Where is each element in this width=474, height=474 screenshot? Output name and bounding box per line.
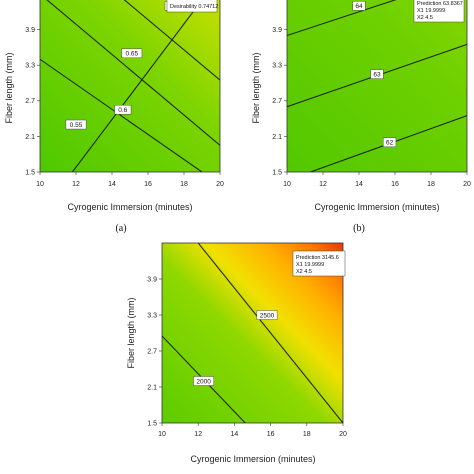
panel-a-contour-label: 0.55 bbox=[70, 122, 83, 129]
panel-b-y-tick-label: 3.3 bbox=[272, 63, 282, 70]
panel-a-x-ticks: 10 12 14 16 18 20 bbox=[36, 172, 224, 188]
panel-a-y-tick-label: 1.5 bbox=[25, 169, 35, 176]
panel-c: 2000 2500 Prediction 3145.6 X1 19.9999 X2… bbox=[126, 242, 347, 464]
panel-b-contour-label-bg bbox=[383, 137, 397, 148]
panel-c-ylabel: Fiber length (mm) bbox=[126, 297, 136, 368]
panel-b-contour-label-bg bbox=[370, 69, 384, 79]
panel-a-x-tick-label: 20 bbox=[216, 181, 224, 188]
panel-b-info-line-1: Prediction 63.8367 bbox=[417, 1, 463, 7]
panel-b-label: (b) bbox=[353, 223, 365, 234]
panel-b-contour-label: 63 bbox=[373, 71, 381, 78]
panel-c-contour-label: 2500 bbox=[260, 312, 275, 319]
panel-a-y-ticks: 1.5 2.1 2.7 3.3 3.9 bbox=[25, 27, 40, 176]
panel-b-y-tick-label: 2.7 bbox=[272, 98, 282, 105]
panel-a-plot-area bbox=[39, 0, 221, 173]
panel-b-info-box-bg bbox=[413, 0, 465, 23]
panel-a-x-tick-label: 14 bbox=[108, 181, 116, 188]
panel-a-ylabel: Fiber length (mm) bbox=[4, 52, 14, 123]
panel-b-contour-label: 62 bbox=[386, 140, 394, 147]
panel-c-x-tick-label: 16 bbox=[267, 431, 275, 438]
panel-c-info-box-bg bbox=[292, 250, 346, 277]
panel-c-contour-labels: 2000 2500 bbox=[193, 310, 278, 386]
panel-c-y-tick-label: 2.7 bbox=[147, 348, 157, 355]
panel-a-x-tick-label: 18 bbox=[180, 181, 188, 188]
panel-a-contour-label: 0.6 bbox=[118, 107, 127, 114]
panel-b-contour-label: 64 bbox=[355, 3, 363, 10]
panel-c-x-ticks: 10 12 14 16 18 20 bbox=[158, 423, 347, 438]
panel-c-y-tick-label: 3.9 bbox=[147, 276, 157, 283]
panel-b: 64 63 62 Prediction 63.8367 X1 19.9999 X2 … bbox=[251, 0, 471, 234]
panel-c-info-line-3: X2 4.5 bbox=[296, 269, 312, 275]
panel-c-xlabel: Cyrogenic Immersion (minutes) bbox=[190, 454, 315, 464]
panel-a-contour-line bbox=[46, 0, 220, 146]
panel-a-contour-label-bg bbox=[121, 48, 143, 59]
panel-a-y-tick-label: 3.3 bbox=[25, 63, 35, 70]
panel-b-info-box: Prediction 63.8367 X1 19.9999 X2 4.5 bbox=[413, 0, 465, 23]
panel-c-info-box: Prediction 3145.6 X1 19.9999 X2 4.5 bbox=[292, 250, 346, 277]
panel-b-y-tick-label: 3.9 bbox=[272, 27, 282, 34]
panel-a-contour-line bbox=[40, 58, 203, 172]
panel-c-contour-label-bg bbox=[256, 310, 278, 320]
panel-c-x-tick-label: 18 bbox=[303, 431, 311, 438]
panel-b-y-ticks: 1.5 2.1 2.7 3.3 3.9 bbox=[272, 27, 287, 176]
panel-b-x-tick-label: 10 bbox=[283, 181, 291, 188]
panel-c-y-tick-label: 3.3 bbox=[147, 312, 157, 319]
panel-b-ylabel: Fiber length (mm) bbox=[251, 52, 261, 123]
panel-a-contour-label: 0.65 bbox=[125, 51, 138, 58]
panel-a-x-tick-label: 10 bbox=[36, 181, 44, 188]
panel-b-contour-label-bg bbox=[352, 1, 366, 11]
panel-a-x-tick-label: 16 bbox=[144, 181, 152, 188]
panel-a-y-tick-label: 2.7 bbox=[25, 98, 35, 105]
panel-b-x-ticks: 10 12 14 16 18 20 bbox=[283, 172, 471, 188]
panel-c-x-tick-label: 12 bbox=[194, 431, 202, 438]
panel-c-x-tick-label: 14 bbox=[231, 431, 239, 438]
panel-b-x-tick-label: 18 bbox=[427, 181, 435, 188]
panel-c-contour-label-bg bbox=[193, 376, 214, 386]
panel-a-contour-line bbox=[123, 0, 220, 81]
panel-a-y-tick-label: 2.1 bbox=[25, 134, 35, 141]
panel-b-contour-labels: 64 63 62 bbox=[352, 1, 397, 148]
panel-b-contour-line bbox=[287, 0, 397, 37]
panel-b-x-tick-label: 20 bbox=[463, 181, 471, 188]
panel-a-xlabel: Cyrogenic Immersion (minutes) bbox=[67, 202, 192, 212]
panel-c-y-ticks: 1.5 2.1 2.7 3.3 3.9 bbox=[147, 276, 162, 427]
panel-a-label: (a) bbox=[115, 223, 126, 234]
panel-a-contour-label-bg bbox=[114, 104, 132, 115]
panel-a-info-box: Desirability 0.74712 bbox=[166, 0, 218, 13]
panel-c-info-line-2: X1 19.9999 bbox=[296, 262, 324, 268]
panel-c-info-line-1: Prediction 3145.6 bbox=[296, 255, 339, 261]
panel-b-y-tick-label: 1.5 bbox=[272, 169, 282, 176]
panel-a-x-tick-label: 12 bbox=[72, 181, 80, 188]
panel-a-info-box-bg bbox=[166, 0, 218, 13]
panel-b-x-tick-label: 14 bbox=[355, 181, 363, 188]
panel-c-y-tick-label: 1.5 bbox=[147, 420, 157, 427]
panel-c-contour-line bbox=[197, 243, 343, 423]
panel-b-x-tick-label: 12 bbox=[319, 181, 327, 188]
panel-b-info-line-2: X1 19.9999 bbox=[417, 8, 445, 14]
panel-c-contour-label: 2000 bbox=[196, 378, 211, 385]
panel-b-info-line-3: X2 4.5 bbox=[417, 15, 433, 21]
panel-a-contour-label-bg bbox=[65, 119, 87, 130]
panel-b-x-tick-label: 16 bbox=[391, 181, 399, 188]
panel-a: 0.550.60.650.7 Desirability 0.74712 1.52… bbox=[4, 0, 224, 234]
panel-b-plot-area bbox=[286, 0, 468, 173]
panel-a-contours bbox=[40, 0, 220, 172]
panel-b-xlabel: Cyrogenic Immersion (minutes) bbox=[314, 202, 439, 212]
panel-c-y-tick-label: 2.1 bbox=[147, 384, 157, 391]
panel-c-x-tick-label: 20 bbox=[339, 431, 347, 438]
panel-a-y-tick-label: 3.9 bbox=[25, 27, 35, 34]
panel-a-info-line-1: Desirability 0.74712 bbox=[170, 4, 218, 10]
panel-c-x-tick-label: 10 bbox=[158, 431, 166, 438]
panel-b-y-tick-label: 2.1 bbox=[272, 134, 282, 141]
